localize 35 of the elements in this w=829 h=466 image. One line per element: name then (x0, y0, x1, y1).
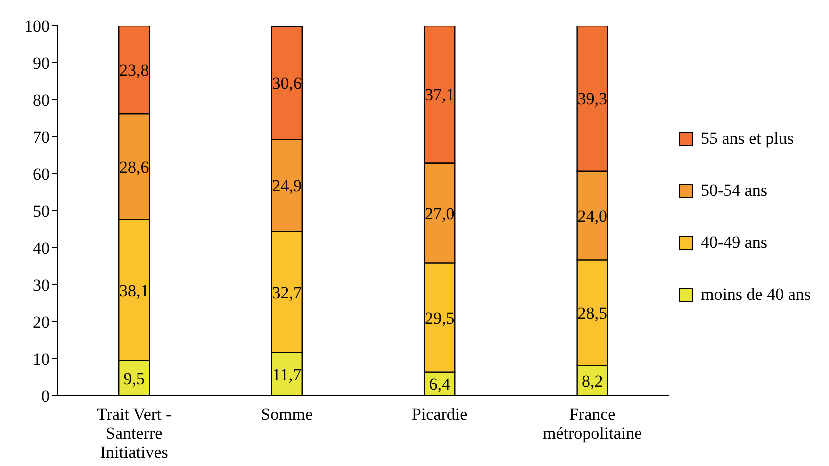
y-tick-label: 40 (33, 239, 50, 258)
y-tick-label: 30 (33, 276, 50, 296)
legend-label: moins de 40 ans (700, 285, 811, 305)
data-label: 9,5 (124, 369, 145, 388)
data-label: 29,5 (424, 308, 455, 328)
data-label: 28,6 (119, 158, 150, 178)
data-label: 37,1 (424, 86, 455, 105)
legend-label: 40-49 ans (700, 233, 768, 253)
y-tick-label: 0 (42, 387, 50, 406)
data-label: 32,7 (272, 283, 302, 302)
data-label: 39,3 (578, 90, 608, 109)
data-label: 30,6 (272, 74, 302, 94)
data-label: 6,4 (429, 375, 451, 394)
x-tick-label: Somme (261, 405, 314, 424)
y-tick-label: 100 (24, 17, 50, 36)
data-label: 11,7 (272, 365, 302, 384)
data-label: 28,5 (578, 304, 608, 323)
data-label: 24,9 (272, 176, 302, 196)
y-tick-label: 10 (33, 350, 50, 370)
y-tick-label: 90 (33, 54, 50, 74)
x-tick-label: Picardie (412, 405, 468, 424)
legend-label: 55 ans et plus (700, 129, 794, 149)
data-label: 38,1 (119, 281, 150, 300)
data-label: 8,2 (582, 372, 604, 391)
x-tick-label: Trait Vert - Santerre Initiatives (97, 405, 172, 462)
data-label: 27,0 (424, 204, 455, 224)
y-tick-label: 80 (33, 91, 50, 110)
x-tick-label: France métropolitaine (543, 405, 642, 443)
y-tick-label: 50 (33, 202, 50, 222)
data-label: 24,0 (578, 206, 608, 226)
y-tick-label: 60 (33, 165, 50, 184)
y-tick-label: 20 (33, 313, 50, 332)
legend-label: 50-54 ans (700, 181, 768, 201)
data-label: 23,8 (119, 61, 150, 80)
y-tick-label: 70 (33, 128, 50, 148)
